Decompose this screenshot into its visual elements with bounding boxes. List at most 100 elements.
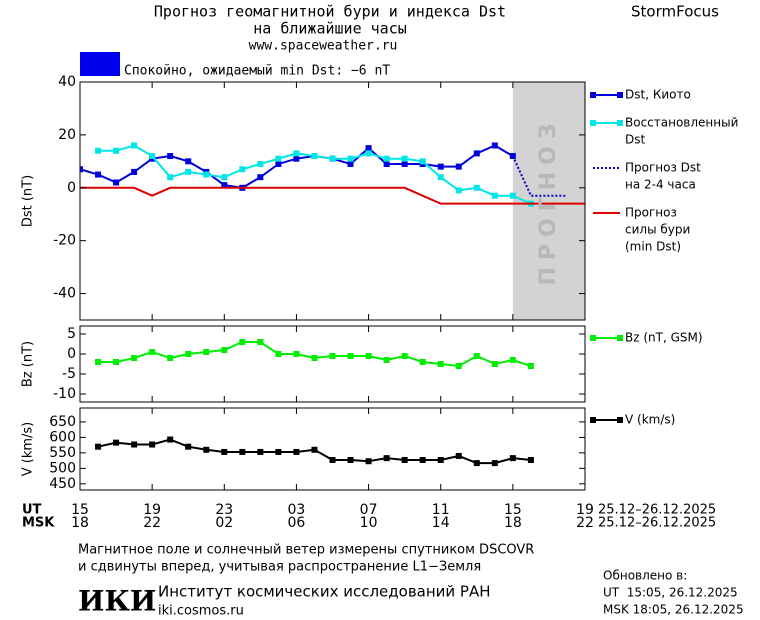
data-point [311,446,318,453]
data-point [329,353,336,359]
data-point [203,446,210,453]
data-point [419,456,426,463]
data-point [149,441,156,448]
status-swatch [80,52,120,76]
data-point [383,160,390,167]
y-tick-label: -5 [62,366,76,382]
date-range: 25.12–26.12.2025 [598,503,716,518]
legend-marker [590,417,596,423]
data-point [527,456,534,463]
data-point [131,441,138,448]
data-point [95,359,102,365]
data-point [113,439,120,446]
y-tick-label: 500 [49,460,76,476]
plot-area [80,82,585,320]
data-point [419,158,426,165]
data-point [167,355,174,361]
plot-frame [79,325,586,403]
legend-label: силы бури [625,223,690,237]
data-point [455,452,462,459]
y-tick-label: 5 [67,326,76,342]
data-point [113,359,120,365]
data-point [473,150,480,157]
data-point [221,347,228,353]
data-point [509,192,516,199]
data-point [437,163,444,170]
data-point [491,142,498,149]
url: www.spaceweather.ru [249,39,398,54]
date-range: 25.12–26.12.2025 [598,516,716,531]
data-point [239,448,246,455]
legend-label: (min Dst) [625,240,681,254]
data-point [239,339,246,345]
data-point [221,182,228,189]
data-point [131,142,138,149]
data-point [95,443,102,450]
updated-ut: UT 15:05, 26.12.2025 [603,586,738,600]
data-point [383,357,390,363]
data-point [455,187,462,194]
data-point [455,363,462,369]
data-point [239,166,246,173]
x-tick-label: 15 [504,502,522,518]
y-tick-label: -10 [53,386,76,402]
data-point [419,359,426,365]
x-tick-label: 23 [215,502,233,518]
legend-label: Прогноз [625,206,677,220]
data-point [293,448,300,455]
data-point [293,351,300,357]
data-point [437,456,444,463]
x-tick-label: 03 [288,502,306,518]
x-tick-label: 19 [143,502,161,518]
data-point [473,353,480,359]
legend-marker [590,120,596,126]
institute: Институт космических исследований РАН [158,583,491,601]
y-axis-label: V (km/s) [21,422,36,477]
data-point [185,158,192,165]
plot-frame [79,81,586,321]
data-point [203,349,210,355]
data-point [257,174,264,181]
data-point [131,168,138,175]
data-point [113,179,120,186]
y-tick-label: 450 [49,476,76,492]
data-point [275,160,282,167]
legend-marker [617,417,623,423]
y-axis-label: Dst (nT) [21,175,36,227]
x-tick-label: 18 [71,515,89,531]
legend-label: Dst, Киото [625,88,691,102]
y-tick-label: 40 [58,74,76,90]
x-tick-label: 06 [288,515,306,531]
data-point [347,353,354,359]
legend-marker [617,92,623,98]
data-point [365,150,372,157]
data-point [275,448,282,455]
data-point [455,163,462,170]
y-tick-label: 550 [49,445,76,461]
data-point [275,155,282,162]
data-point [401,155,408,162]
x-tick-label: 22 [576,515,594,531]
axis-row-name: UT [22,503,42,518]
y-tick-label: 600 [49,429,76,445]
x-tick-label: 14 [432,515,450,531]
data-point [131,355,138,361]
data-point [275,351,282,357]
legend-marker [590,335,596,341]
data-point [221,174,228,181]
forecast-label: ПРОГНОЗ [536,116,561,285]
legend-label: Bz (nT, GSM) [625,331,703,345]
y-tick-label: -40 [53,286,76,302]
data-point [293,150,300,157]
data-point [347,456,354,463]
data-point [491,192,498,199]
plot-area [95,436,534,467]
legend-label: Прогноз Dst [625,161,701,175]
data-point [167,153,174,160]
data-point [383,455,390,462]
x-tick-label: 18 [504,515,522,531]
brand: StormFocus [631,3,719,21]
data-point [185,168,192,175]
series-line [80,186,585,205]
